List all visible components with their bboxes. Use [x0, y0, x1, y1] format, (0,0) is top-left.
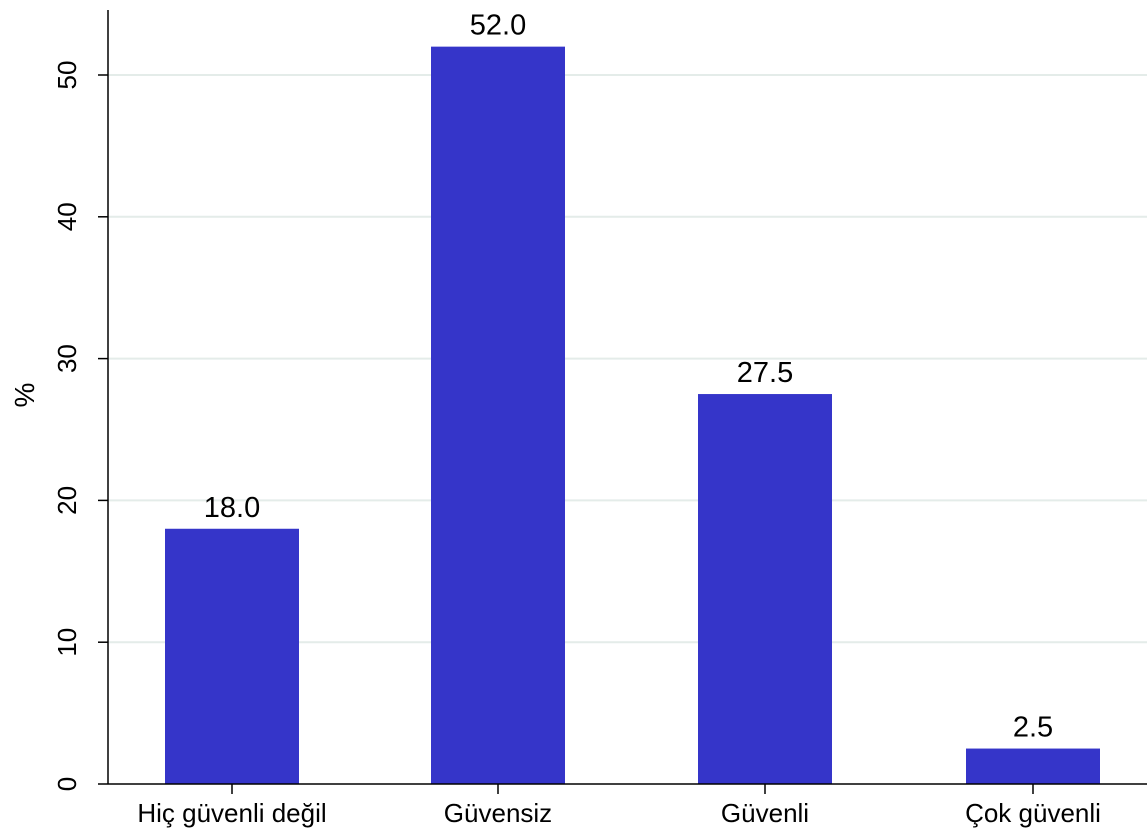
data-labels: 18.0 52.0 27.5 2.5: [204, 10, 1053, 744]
y-tick-label: 20: [52, 486, 82, 515]
bar: [698, 394, 832, 784]
x-category-label: Çok güvenli: [965, 798, 1101, 828]
y-tick-label: 30: [52, 344, 82, 373]
bars: [165, 46, 1100, 784]
y-tick-label: 0: [52, 777, 82, 791]
bar-value-label: 2.5: [1013, 712, 1053, 744]
bar: [966, 748, 1100, 784]
x-axis-category-labels: Hiç güvenli değil Güvensiz Güvenli Çok güve…: [137, 784, 1101, 828]
y-axis-ticks: 0 10 20 30 40 50: [52, 61, 108, 791]
y-axis-title: %: [9, 383, 40, 408]
x-category-label: Güvensiz: [444, 798, 552, 828]
x-category-label: Güvenli: [721, 798, 809, 828]
y-tick-label: 10: [52, 628, 82, 657]
gridlines: [108, 74, 1147, 644]
bar-value-label: 18.0: [204, 492, 260, 524]
bar-value-label: 27.5: [737, 357, 793, 389]
bar: [165, 528, 299, 784]
y-tick-label: 40: [52, 202, 82, 231]
x-category-label: Hiç güvenli değil: [137, 798, 326, 828]
bar: [431, 46, 565, 784]
y-tick-label: 50: [52, 61, 82, 90]
bar-value-label: 52.0: [470, 10, 526, 42]
